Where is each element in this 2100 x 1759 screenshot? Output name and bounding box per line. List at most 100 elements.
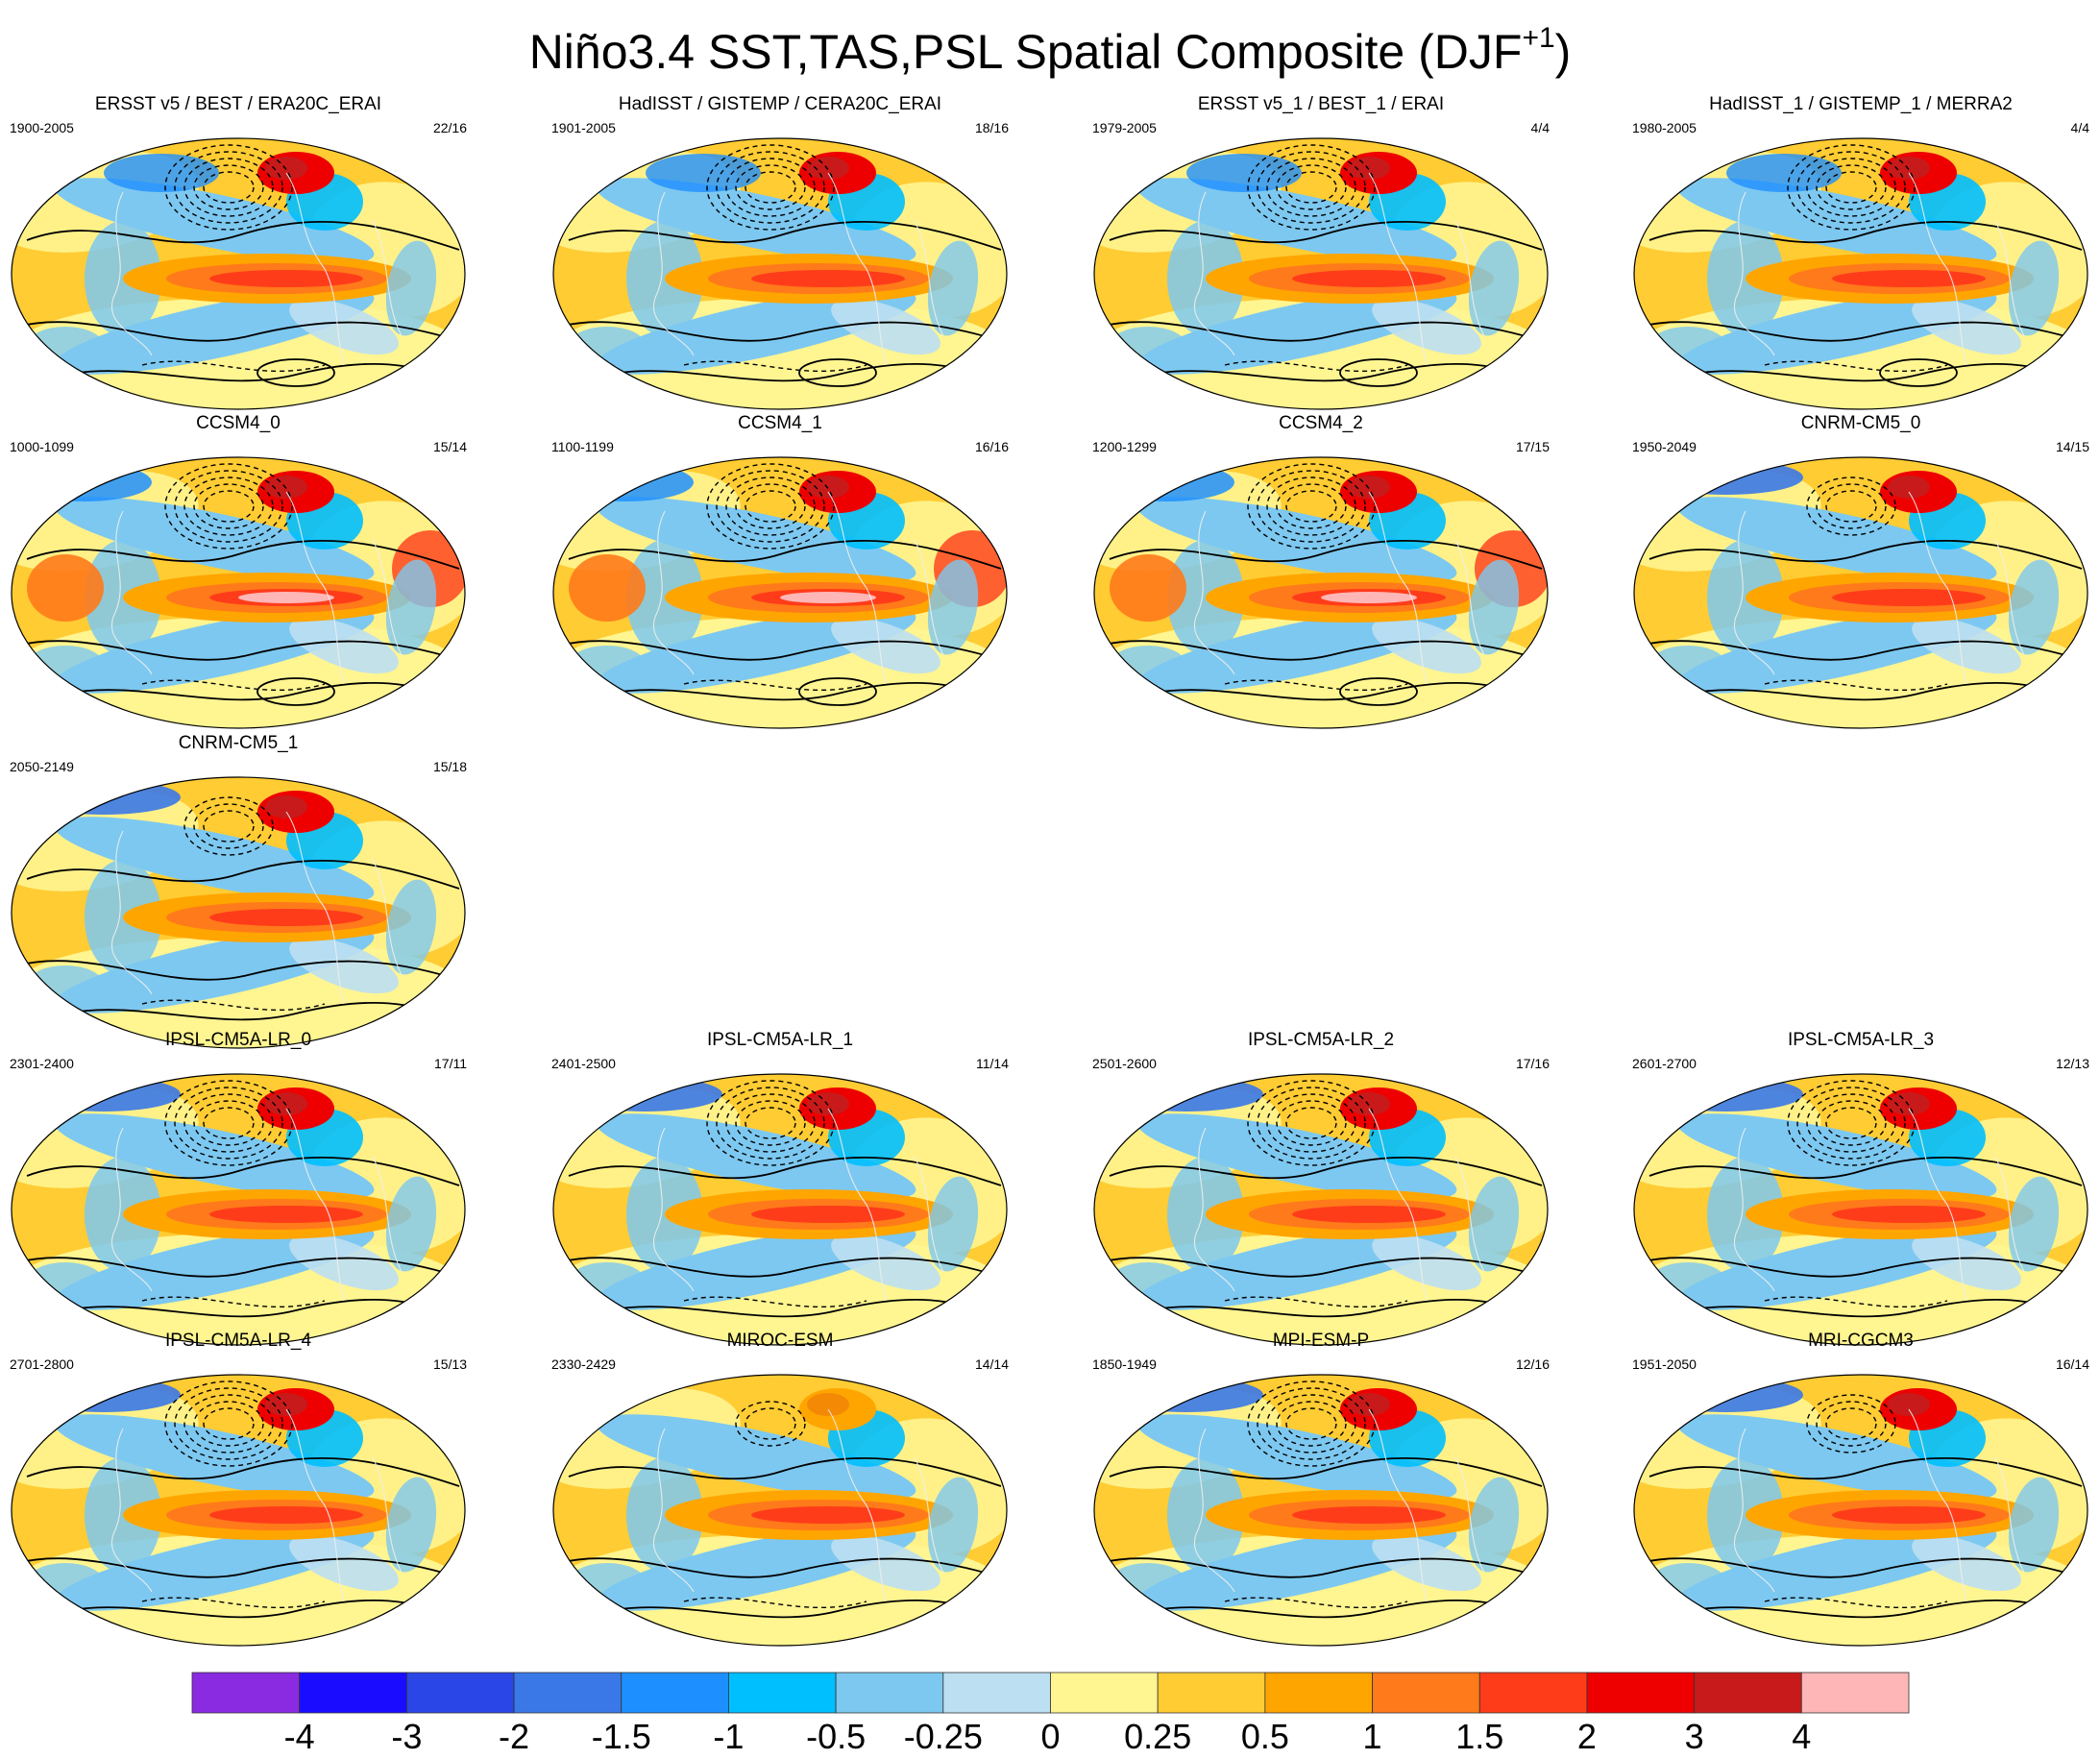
panel-title: MPI-ESM-P — [1272, 1331, 1370, 1351]
colorbar-swatch — [299, 1672, 407, 1714]
panel-title: IPSL-CM5A-LR_1 — [706, 1030, 854, 1050]
sst-field — [553, 1074, 1007, 1345]
panel-years: 1850-1949 — [1092, 1356, 1157, 1372]
colorbar-swatch — [1372, 1672, 1480, 1714]
panel-event-count: 15/13 — [432, 1356, 467, 1372]
colorbar-swatch — [621, 1672, 729, 1714]
panel-event-count: 17/15 — [1515, 439, 1550, 454]
colorbar-swatch — [191, 1672, 301, 1714]
map-panel: ERSST v5 / BEST / ERA20C_ERAI 1900-2005 22… — [8, 94, 469, 415]
panel-title: CCSM4_0 — [196, 413, 281, 433]
colorbar-tick-label: -1 — [713, 1717, 745, 1756]
panel-title: IPSL-CM5A-LR_4 — [164, 1331, 312, 1351]
map-svg — [552, 1073, 1008, 1346]
sst-field — [12, 777, 465, 1048]
panel-years: 2601-2700 — [1632, 1056, 1697, 1071]
map-panel: HadISST_1 / GISTEMP_1 / MERRA2 1980-2005 4… — [1630, 94, 2091, 415]
colorbar-tick-label: 1.5 — [1455, 1717, 1504, 1756]
colorbar-swatch — [405, 1672, 515, 1714]
panel-title: CCSM4_2 — [1279, 413, 1363, 433]
sst-field — [1634, 138, 2088, 409]
sst-field — [1094, 457, 1548, 728]
colorbar-tick-label: 3 — [1684, 1717, 1704, 1756]
panel-title: IPSL-CM5A-LR_0 — [164, 1030, 312, 1050]
panel-years: 1979-2005 — [1092, 120, 1157, 135]
map-panel: ERSST v5_1 / BEST_1 / ERAI 1979-2005 4/4 — [1090, 94, 1551, 415]
panel-event-count: 17/16 — [1515, 1056, 1550, 1071]
sst-field — [1094, 1375, 1548, 1646]
panel-years: 2501-2600 — [1092, 1056, 1157, 1071]
map-svg — [1633, 456, 2088, 729]
colorbar-tick-label: 0 — [1040, 1717, 1061, 1756]
colorbar-swatch — [728, 1672, 837, 1714]
sst-field — [1094, 1074, 1548, 1345]
panel-event-count: 16/14 — [2055, 1356, 2089, 1372]
map-svg — [1633, 1374, 2088, 1647]
sst-field — [1634, 1074, 2088, 1345]
map-svg — [11, 1374, 466, 1647]
panel-title: IPSL-CM5A-LR_2 — [1247, 1030, 1395, 1050]
panel-event-count: 18/16 — [974, 120, 1009, 135]
panel-years: 2401-2500 — [551, 1056, 616, 1071]
map-panel: CNRM-CM5_1 2050-2149 15/18 — [8, 733, 469, 1054]
colorbar-swatch — [513, 1672, 623, 1714]
sst-field — [1634, 1375, 2088, 1646]
map-panel: CCSM4_1 1100-1199 16/16 — [549, 413, 1011, 734]
panel-years: 1100-1199 — [551, 439, 614, 454]
panel-years: 1950-2049 — [1632, 439, 1697, 454]
sst-field — [553, 1375, 1007, 1646]
sst-field — [1094, 138, 1548, 409]
colorbar-swatch — [1694, 1672, 1802, 1714]
panel-event-count: 15/18 — [432, 759, 467, 774]
colorbar-swatch — [1050, 1672, 1159, 1714]
panel-years: 2050-2149 — [10, 759, 74, 774]
map-svg — [11, 776, 466, 1049]
colorbar-tick-label: -3 — [391, 1717, 423, 1756]
map-panel: IPSL-CM5A-LR_2 2501-2600 17/16 — [1090, 1030, 1551, 1351]
colorbar-swatch — [1264, 1672, 1373, 1714]
map-svg — [552, 456, 1008, 729]
map-svg — [552, 137, 1008, 410]
panel-event-count: 15/14 — [432, 439, 467, 454]
colorbar-swatch — [1157, 1672, 1266, 1714]
map-svg — [552, 1374, 1008, 1647]
sst-field — [12, 138, 465, 409]
panel-event-count: 4/4 — [1530, 120, 1550, 135]
map-panel: IPSL-CM5A-LR_3 2601-2700 12/13 — [1630, 1030, 2091, 1351]
map-svg — [1633, 1073, 2088, 1346]
map-svg — [1093, 1374, 1549, 1647]
map-svg — [1093, 1073, 1549, 1346]
map-panel: IPSL-CM5A-LR_1 2401-2500 11/14 — [549, 1030, 1011, 1351]
colorbar-tick-label: -4 — [283, 1717, 315, 1756]
colorbar-tick-label: 4 — [1792, 1717, 1812, 1756]
sst-field — [553, 457, 1007, 728]
colorbar-swatch — [835, 1672, 944, 1714]
map-panel: CNRM-CM5_0 1950-2049 14/15 — [1630, 413, 2091, 734]
panel-years: 1901-2005 — [551, 120, 616, 135]
panel-title: MRI-CGCM3 — [1808, 1331, 1914, 1351]
panel-years: 1900-2005 — [10, 120, 74, 135]
panel-event-count: 12/13 — [2055, 1056, 2089, 1071]
colorbar-swatch — [1478, 1672, 1588, 1714]
panel-years: 1200-1299 — [1092, 439, 1157, 454]
sst-field — [12, 457, 465, 728]
colorbar-tick-label: -2 — [499, 1717, 530, 1756]
panel-event-count: 11/14 — [976, 1056, 1009, 1071]
map-panel: MRI-CGCM3 1951-2050 16/14 — [1630, 1331, 2091, 1651]
sst-field — [12, 1074, 465, 1345]
chart-title: Niño3.4 SST,TAS,PSL Spatial Composite (D… — [528, 22, 1572, 79]
map-panel: MPI-ESM-P 1850-1949 12/16 — [1090, 1331, 1551, 1651]
map-svg — [11, 1073, 466, 1346]
panel-title: ERSST v5_1 / BEST_1 / ERAI — [1197, 94, 1445, 114]
colorbar-swatch — [942, 1672, 1051, 1714]
map-panel: IPSL-CM5A-LR_4 2701-2800 15/13 — [8, 1331, 469, 1651]
colorbar-swatch — [1800, 1672, 1910, 1714]
map-panel: HadISST / GISTEMP / CERA20C_ERAI 1901-200… — [549, 94, 1011, 415]
panel-years: 1000-1099 — [10, 439, 74, 454]
panel-title: CCSM4_1 — [738, 413, 822, 433]
panel-event-count: 4/4 — [2070, 120, 2089, 135]
map-panel: MIROC-ESM 2330-2429 14/14 — [549, 1331, 1011, 1651]
colorbar-tick-label: 0.5 — [1240, 1717, 1289, 1756]
colorbar-tick-label: 1 — [1362, 1717, 1382, 1756]
colorbar-tick-label: 0.25 — [1124, 1717, 1192, 1756]
